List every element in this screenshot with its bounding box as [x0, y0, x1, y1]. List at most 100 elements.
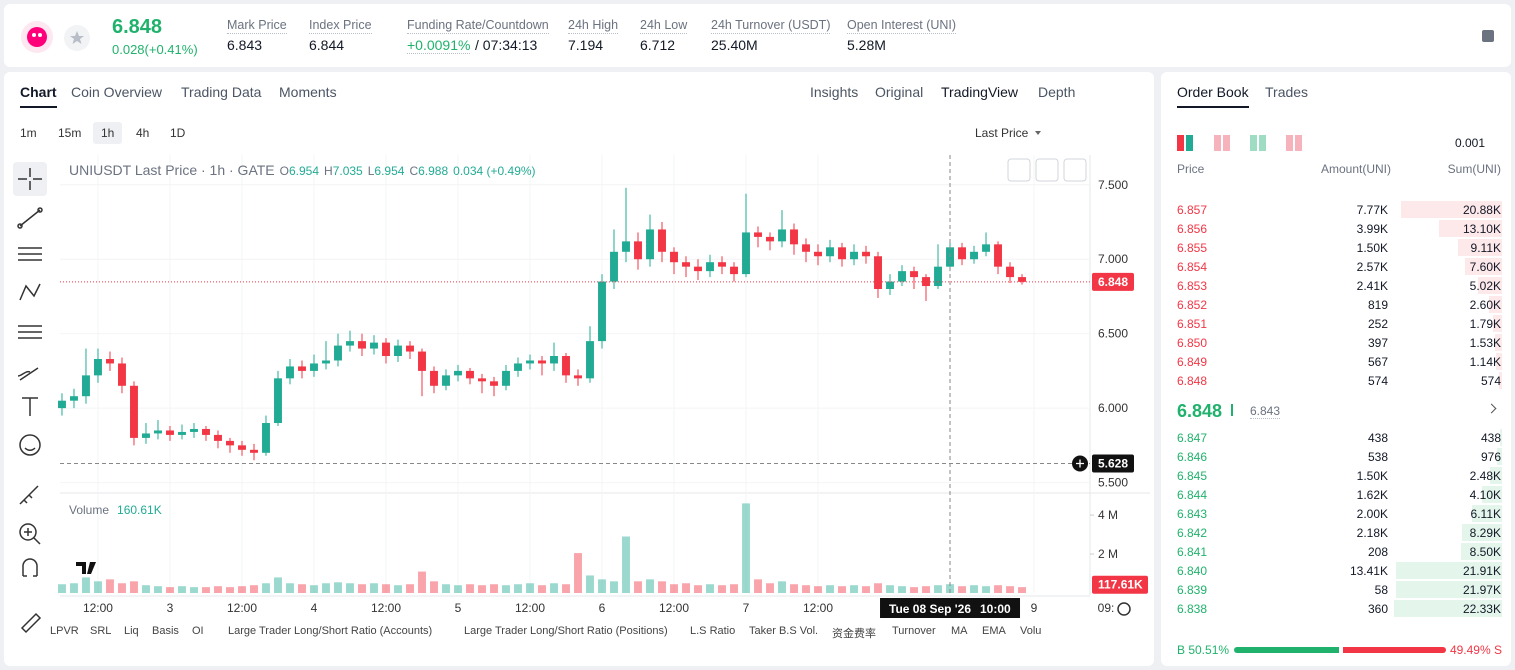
chart-control-button[interactable] [1035, 158, 1059, 182]
orderbook-tab[interactable]: Order Book [1177, 84, 1249, 108]
mid-arrow [1231, 404, 1233, 416]
order-price[interactable]: 6.842 [1177, 526, 1208, 540]
interval-button[interactable]: 1h [93, 122, 123, 144]
indicator-button[interactable]: LPVR [50, 625, 79, 637]
indicator-button[interactable]: 资金费率 [832, 628, 876, 640]
candle-body [742, 232, 750, 275]
candle-body [58, 400, 66, 409]
indicator-button[interactable]: Large Trader Long/Short Ratio (Positions… [464, 625, 668, 637]
chart-tab[interactable]: Trading Data [181, 84, 262, 100]
candle-body [970, 251, 978, 260]
chart-tab[interactable]: Coin Overview [71, 84, 163, 100]
candle-body [994, 244, 1002, 267]
stat-label: 24h Turnover (USDT) [711, 18, 831, 34]
candle-body [262, 423, 270, 453]
order-price[interactable]: 6.840 [1177, 564, 1208, 578]
chart-view[interactable]: Insights [810, 84, 859, 100]
precision-select[interactable]: 0.001 [1455, 136, 1486, 150]
depth-bar [1457, 239, 1502, 256]
indicator-button[interactable]: Basis [152, 625, 179, 637]
x-tick-label: 12:00 [371, 601, 401, 615]
candle-body [850, 251, 858, 260]
order-price[interactable]: 6.849 [1177, 355, 1208, 369]
interval-button[interactable]: 1m [20, 126, 37, 140]
chart-tab[interactable]: Chart [20, 84, 57, 108]
volume-bar [286, 583, 294, 593]
candle-body [766, 236, 774, 242]
order-price[interactable]: 6.843 [1177, 507, 1208, 521]
candle-body [778, 229, 786, 242]
column-header: Amount(UNI) [1320, 162, 1391, 176]
order-price[interactable]: 6.850 [1177, 336, 1208, 350]
order-price[interactable]: 6.851 [1177, 317, 1208, 331]
order-price[interactable]: 6.857 [1177, 203, 1208, 217]
volume-bar [274, 577, 282, 593]
chart-view[interactable]: Original [875, 84, 924, 100]
chart-control-button[interactable] [1007, 158, 1031, 182]
order-price[interactable]: 6.852 [1177, 298, 1208, 312]
layout-toggle[interactable] [1286, 135, 1302, 151]
order-price[interactable]: 6.844 [1177, 488, 1208, 502]
settings-button[interactable] [1476, 24, 1500, 48]
crosshair-price-label: 5.628 [1098, 457, 1128, 471]
candle-body [190, 428, 198, 432]
indicator-button[interactable]: Liq [124, 625, 139, 637]
volume-bar [1006, 586, 1014, 593]
volume-bar [226, 587, 234, 593]
indicator-button[interactable]: MA [951, 625, 968, 637]
price-source-caret[interactable] [1035, 131, 1041, 135]
volume-label: Volume [69, 503, 109, 517]
order-sum: 9.11K [1470, 241, 1501, 255]
volume-bar [106, 579, 114, 593]
volume-bar [538, 585, 546, 593]
order-price[interactable]: 6.839 [1177, 583, 1208, 597]
indicator-button[interactable]: L.S Ratio [690, 625, 736, 637]
order-price[interactable]: 6.847 [1177, 431, 1208, 445]
candle-body [298, 366, 306, 371]
volume-bar [118, 583, 126, 593]
order-price[interactable]: 6.841 [1177, 545, 1208, 559]
indicator-button[interactable]: EMA [982, 625, 1006, 637]
indicator-button[interactable]: SRL [90, 625, 112, 637]
chart-tab[interactable]: Moments [279, 84, 337, 100]
indicator-button[interactable]: Volu [1020, 625, 1042, 637]
legend-item: 0.034 (+0.49%) [453, 164, 535, 178]
layout-toggle[interactable] [1177, 135, 1193, 151]
volume-bar [850, 585, 858, 593]
order-price[interactable]: 6.854 [1177, 260, 1208, 274]
order-price[interactable]: 6.856 [1177, 222, 1208, 236]
favorite-button[interactable] [63, 24, 91, 52]
indicator-button[interactable]: OI [192, 625, 204, 637]
indicator-button[interactable]: Taker B.S Vol. [749, 625, 819, 637]
order-sum: 438 [1480, 431, 1501, 445]
chart-view[interactable]: TradingView [941, 84, 1019, 100]
indicator-button[interactable]: Turnover [892, 625, 936, 637]
volume-bar [970, 585, 978, 593]
candle-body [586, 341, 594, 379]
volume-bar [934, 585, 942, 593]
crosshair-time-box [880, 598, 1021, 618]
chart-view[interactable]: Depth [1038, 84, 1076, 100]
candle-body [274, 378, 282, 424]
order-price[interactable]: 6.855 [1177, 241, 1208, 255]
candle-body [214, 434, 222, 441]
candle-body [802, 244, 810, 252]
indicator-button[interactable]: Large Trader Long/Short Ratio (Accounts) [228, 625, 433, 637]
order-price[interactable]: 6.838 [1177, 602, 1208, 616]
volume-bar [634, 581, 642, 593]
order-price[interactable]: 6.846 [1177, 450, 1208, 464]
order-price[interactable]: 6.853 [1177, 279, 1208, 293]
interval-button[interactable]: 4h [136, 126, 150, 140]
layout-toggle[interactable] [1250, 135, 1266, 151]
interval-button[interactable]: 15m [58, 126, 82, 140]
stat-label: 24h Low [640, 18, 688, 34]
candle-body [202, 428, 210, 435]
order-price[interactable]: 6.848 [1177, 374, 1208, 388]
interval-button[interactable]: 1D [170, 126, 186, 140]
depth-bar [1460, 543, 1502, 560]
layout-toggle[interactable] [1214, 135, 1230, 151]
order-price[interactable]: 6.845 [1177, 469, 1208, 483]
orderbook-tab[interactable]: Trades [1265, 84, 1309, 100]
chart-control-button[interactable] [1063, 158, 1087, 182]
price-source[interactable]: Last Price [975, 126, 1029, 140]
